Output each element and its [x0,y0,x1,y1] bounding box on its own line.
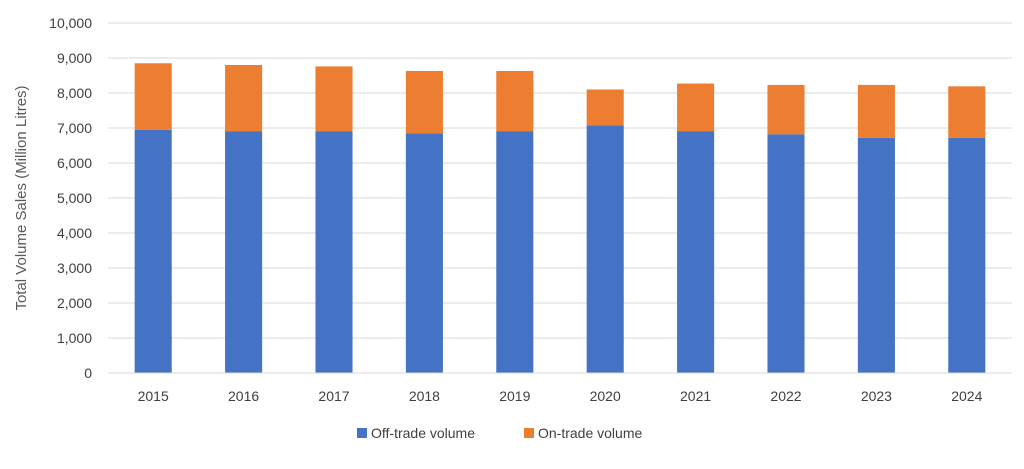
bars [134,63,986,373]
y-tick-label: 10,000 [49,15,92,31]
bar-on-trade [496,70,534,132]
x-tick-label: 2022 [770,388,801,404]
legend: Off-trade volume On-trade volume [357,425,642,441]
y-tick-label: 0 [84,365,92,381]
bar-on-trade [134,63,172,130]
y-tick-label: 4,000 [57,225,92,241]
x-axis-ticks: 2015 2016 2017 2018 2019 2020 2021 2022 2023 2024 [138,388,983,404]
bar-off-trade [586,125,624,373]
y-tick-label: 7,000 [57,120,92,136]
x-tick-label: 2023 [861,388,892,404]
legend-swatch-on-trade [524,428,534,438]
x-tick-label: 2024 [951,388,982,404]
y-tick-label: 1,000 [57,330,92,346]
bar-on-trade [677,83,715,132]
bar-off-trade [948,137,986,373]
bar-on-trade [586,89,624,126]
legend-swatch-off-trade [357,428,367,438]
bar-off-trade [225,131,263,373]
x-tick-label: 2016 [228,388,259,404]
y-tick-label: 6,000 [57,155,92,171]
bar-on-trade [948,86,986,138]
bar-off-trade [496,131,534,373]
bar-on-trade [767,84,805,135]
legend-label-on-trade: On-trade volume [538,425,642,441]
y-tick-label: 2,000 [57,295,92,311]
bar-off-trade [857,137,895,373]
bar-on-trade [857,84,895,138]
y-axis-ticks: 0 1,000 2,000 3,000 4,000 5,000 6,000 7,000 8,00… [49,15,92,381]
bar-on-trade [225,65,263,132]
bar-off-trade [134,129,172,373]
x-tick-label: 2018 [409,388,440,404]
x-tick-label: 2020 [590,388,621,404]
x-tick-label: 2017 [318,388,349,404]
bar-on-trade [405,70,443,134]
bar-off-trade [405,133,443,373]
bar-off-trade [315,131,353,373]
y-axis-title: Total Volume Sales (Million Litres) [13,85,30,310]
bar-off-trade [767,134,805,373]
x-tick-label: 2021 [680,388,711,404]
x-tick-label: 2019 [499,388,530,404]
legend-label-off-trade: Off-trade volume [371,425,475,441]
bar-off-trade [677,131,715,373]
y-tick-label: 3,000 [57,260,92,276]
y-tick-label: 5,000 [57,190,92,206]
y-tick-label: 8,000 [57,85,92,101]
bar-on-trade [315,66,353,132]
x-tick-label: 2015 [138,388,169,404]
y-tick-label: 9,000 [57,50,92,66]
